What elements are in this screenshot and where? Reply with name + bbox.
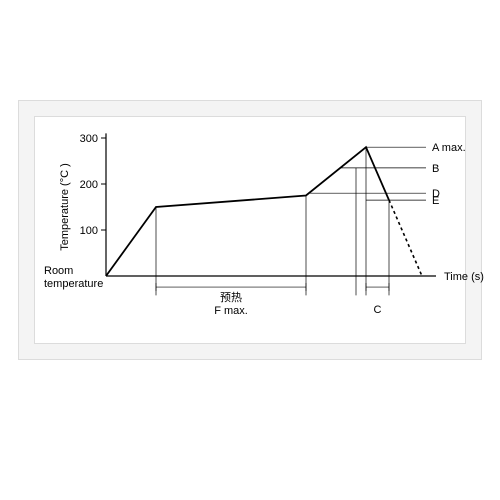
span-C-label: C	[374, 304, 382, 316]
profile-solid	[106, 147, 389, 276]
ytick-label-100: 100	[80, 225, 98, 237]
span-F-label-bottom: F max.	[214, 305, 248, 317]
profile-dashed	[389, 200, 422, 276]
y-axis-label: Temperature (°C )	[59, 163, 71, 251]
ref-label-A: A max.	[432, 142, 466, 154]
ytick-label-300: 300	[80, 133, 98, 145]
span-F-label-top: 预热	[220, 291, 242, 304]
ref-label-E: E	[432, 195, 439, 207]
ytick-label-200: 200	[80, 179, 98, 191]
x-axis-label: Time (s)	[444, 271, 484, 283]
room-label-2: temperature	[44, 278, 103, 290]
ref-label-B: B	[432, 163, 439, 175]
room-label-1: Room	[44, 265, 73, 277]
reflow-profile-chart: A max.BDE预热F max.C100200300Temperature (…	[0, 0, 500, 500]
